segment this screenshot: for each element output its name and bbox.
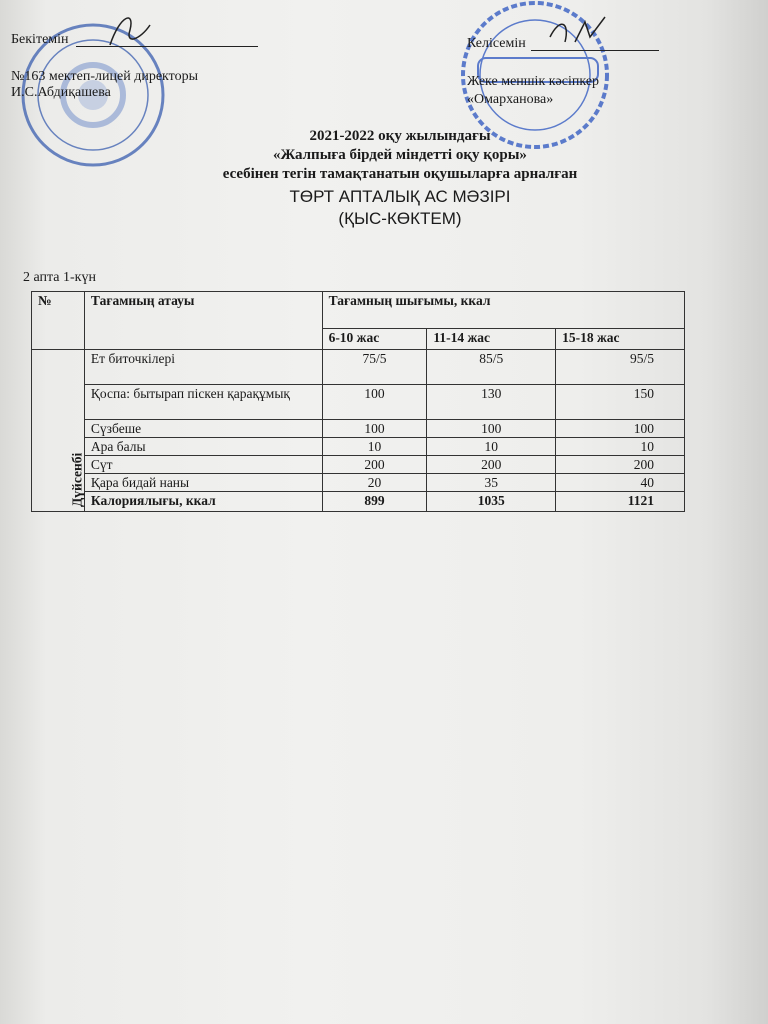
table-row: Қара бидай наны 20 35 40: [32, 473, 685, 492]
value-15-18: 200: [555, 455, 685, 474]
value-15-18: 10: [555, 437, 685, 456]
table-row: Сүзбеше 100 100 100: [32, 419, 685, 438]
signature-right: [549, 16, 606, 43]
total-15-18: 1121: [555, 491, 685, 512]
header-age-11-14: 11-14 жас: [426, 328, 557, 350]
title-season: (ҚЫС-КӨКТЕМ): [338, 209, 462, 228]
entrepreneur-position: Жеке меншік кәсіпкер: [467, 74, 600, 89]
director-name: И.С.Абдиқашева: [11, 85, 111, 100]
entrepreneur-name: «Омарханова»: [467, 92, 554, 107]
agree-label: Келісемін: [467, 36, 526, 51]
day-label: 2 апта 1-күн: [23, 270, 96, 285]
day-cell: Дүйсенбі: [31, 349, 85, 512]
total-6-10: 899: [321, 491, 428, 512]
school-seal-stamp: [21, 23, 165, 167]
table-row: Қоспа: бытырап піскен қарақұмық 100 130 …: [32, 384, 685, 420]
header-age-6-10: 6-10 жас: [321, 328, 428, 350]
value-11-14: 35: [426, 473, 557, 492]
value-15-18: 150: [555, 384, 685, 420]
total-11-14: 1035: [426, 491, 557, 512]
header-age-15-18: 15-18 жас: [555, 328, 685, 350]
approve-label: Бекітемін: [11, 32, 69, 47]
value-11-14: 10: [426, 437, 557, 456]
value-6-10: 200: [321, 455, 428, 474]
dish-name: Сүзбеше: [83, 419, 323, 438]
table-row: Сүт 200 200 200: [32, 455, 685, 474]
dish-name: Қоспа: бытырап піскен қарақұмық: [83, 384, 323, 420]
header-no: №: [31, 291, 85, 350]
approve-signature-line: [76, 46, 258, 47]
entrepreneur-stamp: [461, 1, 609, 149]
value-15-18: 40: [555, 473, 685, 492]
title-fund: «Жалпыға бірдей міндетті оқу қоры»: [273, 147, 527, 163]
value-6-10: 20: [321, 473, 428, 492]
value-11-14: 85/5: [426, 349, 557, 385]
dish-name: Ет биточкілері: [83, 349, 323, 385]
title-menu: ТӨРТ АПТАЛЫҚ АС МӘЗІРІ: [289, 187, 511, 206]
signature-left: [109, 17, 151, 46]
value-11-14: 200: [426, 455, 557, 474]
menu-table: № Тағамның атауы Тағамның шығымы, ккал 6…: [31, 291, 686, 512]
header-dish-name: Тағамның атауы: [83, 291, 323, 350]
dish-name: Сүт: [83, 455, 323, 474]
title-purpose: есебінен тегін тамақтанатын оқушыларға а…: [222, 166, 578, 182]
value-11-14: 100: [426, 419, 557, 438]
value-11-14: 130: [426, 384, 557, 420]
value-15-18: 100: [555, 419, 685, 438]
agree-signature-line: [531, 50, 659, 51]
total-label: Калориялығы, ккал: [83, 491, 323, 512]
header-output: Тағамның шығымы, ккал: [321, 291, 686, 329]
value-6-10: 100: [321, 384, 428, 420]
total-row: Калориялығы, ккал 899 1035 1121: [32, 491, 685, 512]
value-6-10: 75/5: [321, 349, 428, 385]
value-6-10: 100: [321, 419, 428, 438]
dish-name: Қара бидай наны: [83, 473, 323, 492]
table-row: Дүйсенбі Ет биточкілері 75/5 85/5 95/5: [31, 349, 685, 512]
title-year: 2021-2022 оқу жылындағы: [309, 128, 491, 144]
value-15-18: 95/5: [555, 349, 685, 385]
value-6-10: 10: [321, 437, 428, 456]
table-row: Ара балы 10 10 10: [32, 437, 685, 456]
dish-name: Ара балы: [83, 437, 323, 456]
director-position: №163 мектеп-лицей директоры: [11, 69, 198, 84]
